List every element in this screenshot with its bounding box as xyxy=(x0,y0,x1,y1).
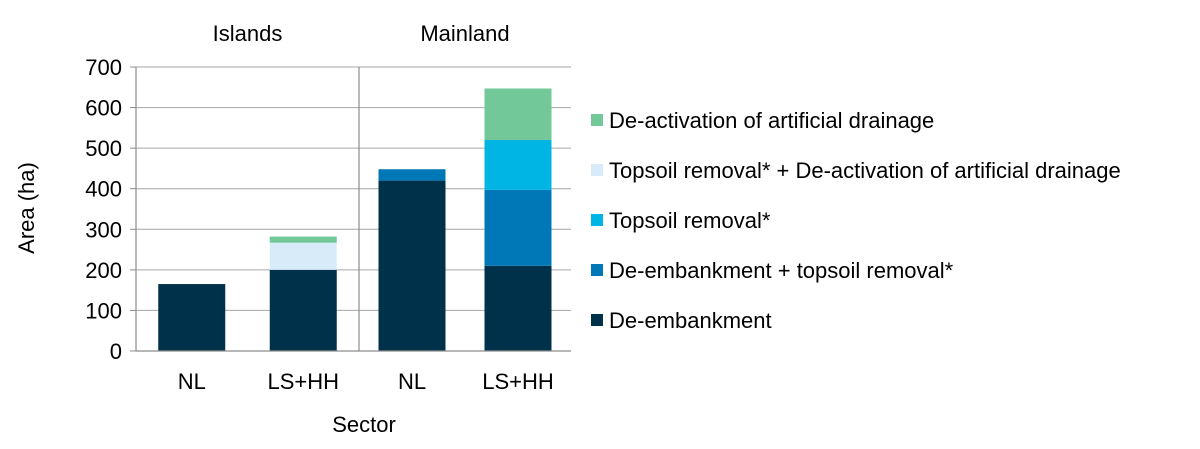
y-tick-label: 400 xyxy=(85,177,122,202)
legend-label: Topsoil removal* xyxy=(609,208,771,233)
x-tick-label: LS+HH xyxy=(267,369,339,394)
legend-swatch xyxy=(591,164,603,176)
bar-segment xyxy=(484,265,552,351)
y-tick-label: 0 xyxy=(110,339,122,364)
bar-segment xyxy=(269,269,337,351)
legend-swatch xyxy=(591,214,603,226)
y-tick-label: 300 xyxy=(85,217,122,242)
y-tick-label: 500 xyxy=(85,136,122,161)
y-tick-labels: 0 100 200 300 400 500 600 700 xyxy=(85,55,122,364)
bar-segment xyxy=(484,140,552,190)
legend-swatch xyxy=(591,314,603,326)
panel-title: Islands xyxy=(213,21,283,46)
bar-segment xyxy=(484,88,552,141)
y-tick-label: 600 xyxy=(85,96,122,121)
bar-segment xyxy=(378,180,446,351)
panel-titles: Islands Mainland xyxy=(213,21,510,46)
bars xyxy=(158,88,552,351)
y-axis-label: Area (ha) xyxy=(14,162,39,254)
x-tick-label: LS+HH xyxy=(482,369,554,394)
y-tick-label: 100 xyxy=(85,298,122,323)
x-axis-label: Sector xyxy=(332,412,396,437)
legend-swatch xyxy=(591,114,603,126)
legend-label: De-activation of artificial drainage xyxy=(609,108,934,133)
legend-item: De-activation of artificial drainage xyxy=(591,108,934,133)
bar-segment xyxy=(378,169,446,181)
legend-swatch xyxy=(591,264,603,276)
legend-item: De-embankment + topsoil removal* xyxy=(591,258,954,283)
x-tick-labels: NL LS+HH NL LS+HH xyxy=(178,369,554,394)
axes xyxy=(130,66,571,352)
bar-segment xyxy=(484,189,552,266)
legend-item: De-embankment xyxy=(591,308,772,333)
legend-label: De-embankment + topsoil removal* xyxy=(609,258,954,283)
y-tick-label: 700 xyxy=(85,55,122,80)
y-tick-label: 200 xyxy=(85,258,122,283)
bar-segment xyxy=(158,284,226,351)
bar-segment xyxy=(269,242,337,270)
legend-label: Topsoil removal* + De-activation of arti… xyxy=(609,158,1121,183)
legend-item: Topsoil removal* xyxy=(591,208,771,233)
legend: De-activation of artificial drainage Tops… xyxy=(591,108,1121,333)
panel-title: Mainland xyxy=(420,21,509,46)
bar-segment xyxy=(269,236,337,243)
gridlines xyxy=(136,66,571,311)
legend-label: De-embankment xyxy=(609,308,772,333)
legend-item: Topsoil removal* + De-activation of arti… xyxy=(591,158,1121,183)
x-tick-label: NL xyxy=(178,369,206,394)
x-tick-label: NL xyxy=(398,369,426,394)
